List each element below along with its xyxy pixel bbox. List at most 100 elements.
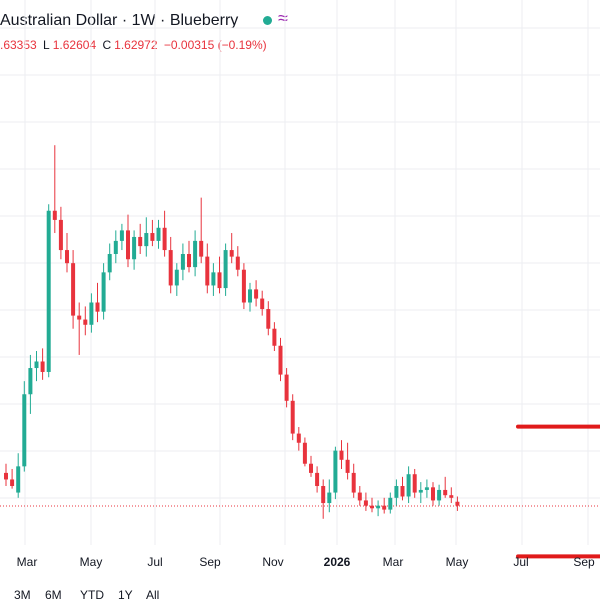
- candle: [199, 197, 204, 264]
- change-value: −0.00315 (−0.19%): [163, 38, 267, 52]
- candle-body: [321, 486, 326, 504]
- candle-body: [4, 472, 8, 480]
- candle-body: [126, 230, 130, 260]
- range-3m-button[interactable]: 3M: [14, 588, 31, 602]
- candle-body: [101, 272, 106, 312]
- candle: [46, 204, 51, 378]
- candle-body: [138, 236, 143, 247]
- candles: [4, 145, 460, 519]
- candle-body: [22, 394, 27, 467]
- candle: [229, 233, 234, 264]
- candle: [272, 322, 277, 351]
- candle-body: [266, 309, 271, 329]
- candle: [266, 301, 271, 336]
- range-6m-button[interactable]: 6M: [45, 588, 62, 602]
- candle: [89, 293, 94, 333]
- indicator-wave-icon[interactable]: ≈: [278, 8, 288, 28]
- x-tick-label: Sep: [199, 555, 221, 569]
- candle-body: [162, 227, 167, 251]
- x-tick-label: Mar: [17, 555, 38, 569]
- candle: [150, 219, 155, 247]
- candle: [449, 487, 454, 504]
- low-value: 1.62604: [52, 38, 97, 52]
- candle: [388, 492, 393, 514]
- candle-body: [327, 492, 332, 504]
- candle-body: [52, 210, 57, 220]
- candle-body: [217, 272, 222, 289]
- low-key: L: [43, 38, 50, 52]
- candle-body: [351, 472, 356, 493]
- candle: [437, 484, 442, 506]
- open-value: .63353: [0, 38, 37, 52]
- candle-body: [77, 315, 82, 320]
- candle: [65, 233, 69, 273]
- candle: [363, 492, 368, 511]
- time-axis[interactable]: Mar May Jul Sep Nov 2026 Mar May Jul Sep: [17, 555, 595, 569]
- candle-body: [132, 236, 137, 260]
- candle: [180, 243, 185, 281]
- candle-body: [449, 495, 454, 498]
- candle-body: [241, 269, 246, 303]
- candle-body: [357, 492, 362, 501]
- candle: [95, 282, 100, 323]
- candle: [333, 446, 338, 500]
- candle-body: [400, 486, 405, 497]
- candle-body: [107, 254, 112, 273]
- candle-body: [406, 474, 411, 497]
- candle-body: [370, 505, 374, 509]
- candle-body: [40, 361, 45, 372]
- candle: [28, 354, 33, 414]
- candle: [339, 440, 344, 469]
- candle-body: [180, 254, 185, 270]
- candle: [370, 497, 374, 513]
- candle-body: [345, 459, 350, 473]
- candle-body: [284, 374, 289, 401]
- candle: [168, 236, 173, 294]
- candle: [211, 263, 216, 296]
- candle: [174, 263, 179, 296]
- x-tick-label: 2026: [324, 555, 351, 569]
- candle: [40, 348, 45, 380]
- candle-body: [296, 433, 301, 443]
- candle-body: [418, 489, 423, 493]
- candle: [424, 479, 429, 498]
- horizontal-lines[interactable]: [516, 424, 600, 559]
- candle: [455, 496, 460, 511]
- candle-body: [28, 368, 33, 395]
- candle-body: [119, 230, 124, 241]
- candle-body: [144, 233, 149, 247]
- candle-body: [290, 400, 295, 434]
- candle: [223, 243, 228, 296]
- candle: [327, 479, 332, 513]
- candle-body: [168, 250, 173, 286]
- candle: [443, 476, 448, 498]
- candle-body: [309, 463, 313, 473]
- candle-body: [187, 254, 191, 268]
- candle: [394, 479, 399, 506]
- candle-body: [113, 240, 118, 254]
- candle: [144, 217, 149, 257]
- candle: [431, 482, 435, 506]
- candle: [101, 263, 106, 320]
- candle-body: [302, 442, 307, 464]
- candle: [119, 223, 124, 251]
- x-tick-label: Mar: [383, 555, 404, 569]
- market-status-dot-icon[interactable]: [263, 16, 272, 25]
- candle-body: [376, 505, 381, 509]
- symbol-title[interactable]: Australian Dollar · 1W · Blueberry: [0, 12, 239, 29]
- candle: [83, 306, 88, 336]
- candle: [10, 468, 15, 489]
- candle: [345, 442, 350, 480]
- candle: [400, 476, 405, 501]
- candle-body: [83, 319, 88, 325]
- candle-body: [363, 500, 368, 506]
- candle: [156, 219, 161, 249]
- candle-body: [193, 240, 198, 268]
- candle-body: [315, 472, 320, 487]
- candle-body: [278, 345, 283, 375]
- range-ytd-button[interactable]: YTD: [80, 588, 104, 602]
- range-all-button[interactable]: All: [146, 588, 160, 602]
- range-1y-button[interactable]: 1Y: [118, 588, 133, 602]
- candle: [4, 463, 8, 487]
